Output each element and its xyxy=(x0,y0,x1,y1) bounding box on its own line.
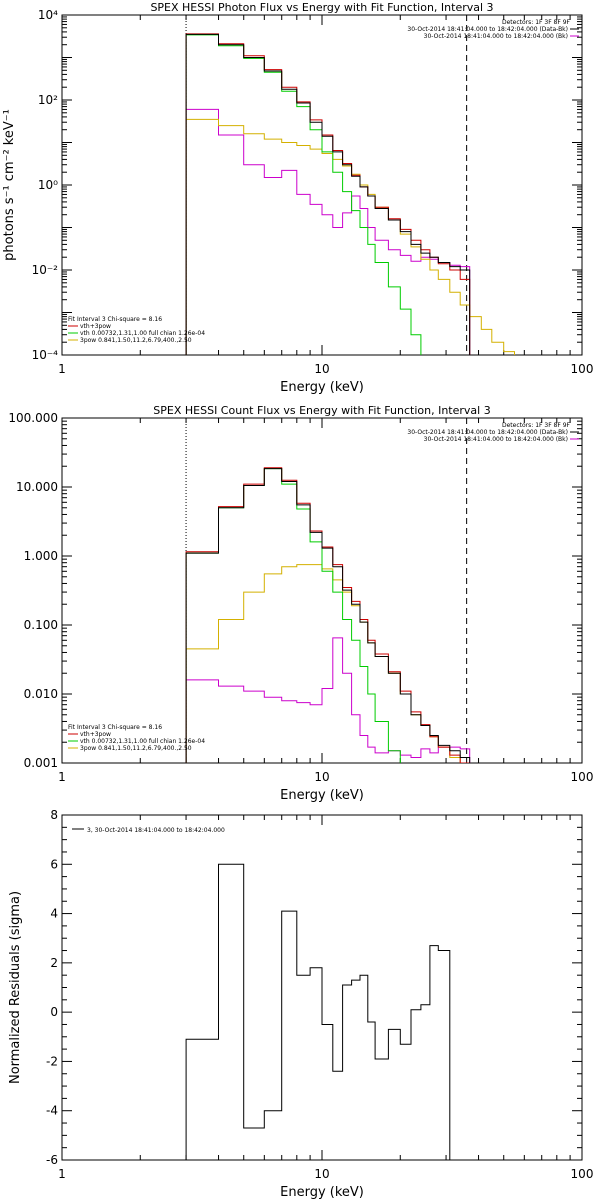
y-ticks: 0.001 0.010 0.100 1.000 10.000 100.000 xyxy=(8,411,582,770)
x-tick-label: 1 xyxy=(58,362,66,376)
y-tick-label: 6 xyxy=(50,857,58,871)
legend-entry-label: 3pow 0.841,1.50,11.2,6.79,400.,2.50 xyxy=(80,745,192,752)
legend-entry-label: 3pow 0.841,1.50,11.2,6.79,400.,2.50 xyxy=(80,337,192,344)
x-axis-label: Energy (keV) xyxy=(280,1185,364,1200)
x-tick-label: 100 xyxy=(571,770,594,784)
series-group xyxy=(185,863,451,1160)
legend-entry-label: vth 0.00732,1.31,1.00 full chian 1.26e-0… xyxy=(80,738,205,745)
y-tick-label: -6 xyxy=(46,1153,58,1167)
legend-header: Detectors: 1F 3F 8F 9F xyxy=(502,422,571,429)
y-tick-label: 8 xyxy=(50,808,58,822)
legend-bottom: Fit Interval 3 Chi-square = 8.16vth+3pow… xyxy=(68,316,205,344)
chart-title: SPEX HESSI Photon Flux vs Energy with Fi… xyxy=(150,1,493,14)
y-axis-label: photons s⁻¹ cm⁻² keV⁻¹ xyxy=(2,109,17,261)
x-axis-label: Energy (keV) xyxy=(280,380,364,395)
legend-entry-label: 30-Oct-2014 18:41:04.000 to 18:42:04.000… xyxy=(424,33,568,40)
x-tick-label: 100 xyxy=(571,362,594,376)
y-tick-label: 0.001 xyxy=(24,756,58,770)
y-tick-label: 100.000 xyxy=(8,411,58,425)
series-vth-3pow xyxy=(185,467,471,763)
y-tick-label: 0.010 xyxy=(24,687,58,701)
x-tick-label: 100 xyxy=(571,1167,594,1181)
y-tick-label: 10⁻² xyxy=(32,263,59,277)
series-data-bk xyxy=(185,468,471,763)
y-tick-label: 1.000 xyxy=(24,549,58,563)
series-bk xyxy=(185,637,471,763)
series-vth xyxy=(185,468,401,763)
panel-2: 1 10 100 Energy (keV) 0.001 0.010 0.100 1.000 10… xyxy=(8,404,593,803)
y-tick-label: -2 xyxy=(46,1054,58,1068)
y-tick-label: 0 xyxy=(50,1005,58,1019)
legend-header: Fit Interval 3 Chi-square = 8.16 xyxy=(68,316,162,323)
y-tick-label: 10² xyxy=(38,93,58,107)
x-ticks: 1 10 100 xyxy=(58,815,593,1181)
panel-1: 1 10 100 Energy (keV) 10⁻⁴ 10⁻² 10⁰ 10² 10⁴ photo… xyxy=(2,1,593,395)
series-vth xyxy=(185,34,422,355)
y-ticks: 10⁻⁴ 10⁻² 10⁰ 10² 10⁴ xyxy=(32,8,582,362)
y-tick-label: 10⁰ xyxy=(38,178,58,192)
series-data-bk xyxy=(185,33,471,355)
panel-3: 1 10 100 Energy (keV) -6 -4 -2 0 2 4 6 8 Normalized … xyxy=(8,808,593,1200)
x-tick-label: 1 xyxy=(58,1167,66,1181)
y-tick-label: -4 xyxy=(46,1104,58,1118)
series-group xyxy=(185,33,515,355)
y-tick-label: 10⁴ xyxy=(38,8,58,22)
legend-top: 3, 30-Oct-2014 18:41:04.000 to 18:42:04.… xyxy=(72,827,225,834)
y-tick-label: 10⁻⁴ xyxy=(32,348,59,362)
x-tick-label: 10 xyxy=(314,1167,329,1181)
y-tick-label: 10.000 xyxy=(16,480,58,494)
legend-entry-label: 30-Oct-2014 18:41:04.000 to 18:42:04.000… xyxy=(407,26,568,33)
legend-bottom: Fit Interval 3 Chi-square = 8.16vth+3pow… xyxy=(68,724,205,752)
y-tick-label: 4 xyxy=(50,907,58,921)
plot-frame xyxy=(61,14,583,356)
series-bk xyxy=(185,108,471,355)
y-tick-label: 0.100 xyxy=(24,618,58,632)
legend-entry-label: 30-Oct-2014 18:41:04.000 to 18:42:04.000… xyxy=(407,429,568,436)
chart-title: SPEX HESSI Count Flux vs Energy with Fit… xyxy=(153,404,490,417)
legend-header: Fit Interval 3 Chi-square = 8.16 xyxy=(68,724,162,731)
y-ticks: -6 -4 -2 0 2 4 6 8 xyxy=(46,808,582,1167)
series-vth-3pow xyxy=(185,33,471,355)
series-3pow xyxy=(185,118,515,355)
x-tick-label: 10 xyxy=(314,770,329,784)
y-axis-label: Normalized Residuals (sigma) xyxy=(8,891,23,1084)
legend-entry-label: vth+3pow xyxy=(80,731,111,738)
x-tick-label: 10 xyxy=(314,362,329,376)
x-ticks: 1 10 100 xyxy=(58,418,593,784)
y-tick-label: 2 xyxy=(50,956,58,970)
legend-entry-label: vth+3pow xyxy=(80,323,111,330)
x-axis-label: Energy (keV) xyxy=(280,788,364,803)
series-3-30-oct-2014-18-41-04-000-to-18-42-04-000 xyxy=(185,863,451,1160)
legend-header: Detectors: 1F 3F 8F 9F xyxy=(502,19,571,26)
legend-entry-label: 30-Oct-2014 18:41:04.000 to 18:42:04.000… xyxy=(424,436,568,443)
legend-entry-label: vth 0.00732,1.31,1.00 full chian 1.26e-0… xyxy=(80,330,205,337)
legend-entry-label: 3, 30-Oct-2014 18:41:04.000 to 18:42:04.… xyxy=(87,827,225,834)
plot-frame xyxy=(61,417,583,764)
x-tick-label: 1 xyxy=(58,770,66,784)
series-group xyxy=(185,467,471,763)
series-3pow xyxy=(185,564,461,763)
